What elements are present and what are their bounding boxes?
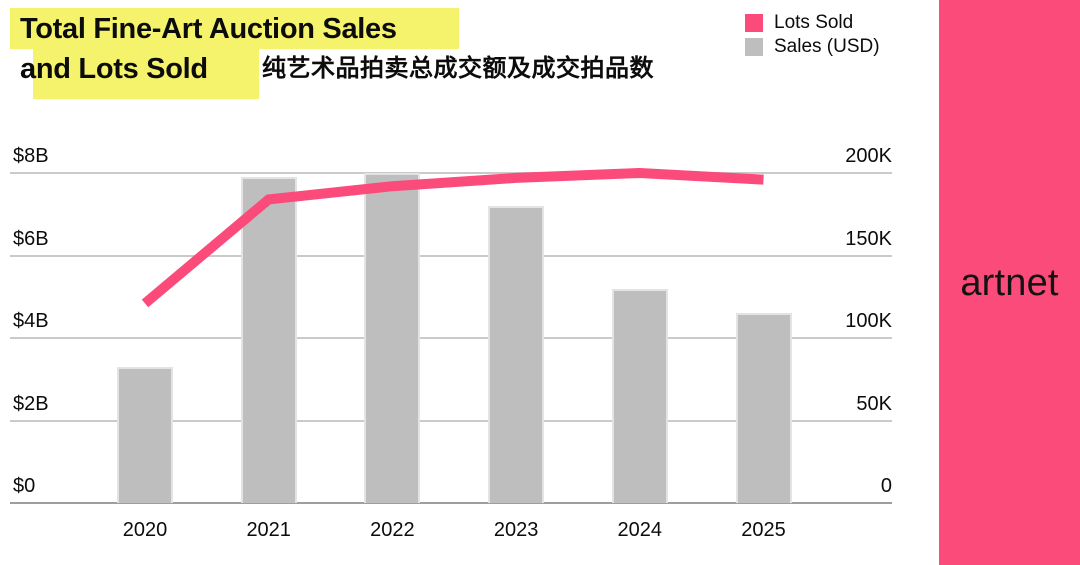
artnet-logo: artnet	[960, 261, 1059, 304]
gridline-$2B	[10, 420, 892, 422]
legend-swatch-lots-sold	[745, 13, 763, 32]
x-tick-2023: 2023	[493, 519, 539, 541]
y-tick-right-150K: 150K	[845, 228, 892, 250]
bar-2024	[611, 288, 668, 503]
y-tick-left-$2B: $2B	[13, 393, 49, 415]
x-tick-2022: 2022	[370, 519, 415, 541]
y-tick-left-$0: $0	[13, 475, 36, 497]
y-tick-left-$4B: $4B	[13, 310, 49, 332]
y-tick-right-100K: 100K	[845, 310, 892, 332]
x-tick-2025: 2025	[741, 519, 786, 541]
y-tick-right-50K: 50K	[856, 393, 892, 415]
y-tick-left-$8B: $8B	[13, 145, 49, 167]
x-tick-2020: 2020	[122, 519, 168, 541]
lots-sold-polyline	[141, 167, 764, 308]
bar-2025	[735, 313, 792, 503]
y-tick-left-$6B: $6B	[13, 228, 49, 250]
page-subtitle-chinese: 纯艺术品拍卖总成交额及成交拍品数	[262, 55, 654, 82]
gridline-$6B	[10, 255, 892, 257]
x-tick-2024: 2024	[617, 519, 663, 541]
gridline-$4B	[10, 337, 892, 339]
legend-swatch-sales-usd	[745, 37, 763, 56]
legend-row-sales-usd: Sales (USD)	[745, 37, 880, 56]
gridline-$0	[10, 502, 892, 504]
bar-2020	[117, 366, 173, 503]
gridline-$8B	[10, 172, 892, 174]
page-title-line-1: Total Fine-Art Auction Sales	[20, 13, 397, 45]
x-tick-2021: 2021	[246, 519, 291, 541]
y-tick-right-200K: 200K	[845, 145, 892, 167]
y-tick-right-0: 0	[880, 475, 892, 497]
legend: Lots Sold Sales (USD)	[745, 13, 880, 56]
bar-2022	[364, 173, 421, 503]
legend-row-lots-sold: Lots Sold	[745, 13, 880, 32]
legend-label-sales-usd: Sales (USD)	[774, 36, 880, 57]
bar-2021	[240, 177, 297, 503]
title-highlight-bar-1	[10, 8, 459, 49]
brand-sidebar: artnet	[939, 0, 1080, 565]
page-title-line-2: and Lots Sold	[20, 53, 208, 85]
title-highlight-bar-2	[33, 49, 259, 99]
legend-label-lots-sold: Lots Sold	[774, 12, 854, 33]
bar-2023	[488, 206, 545, 503]
